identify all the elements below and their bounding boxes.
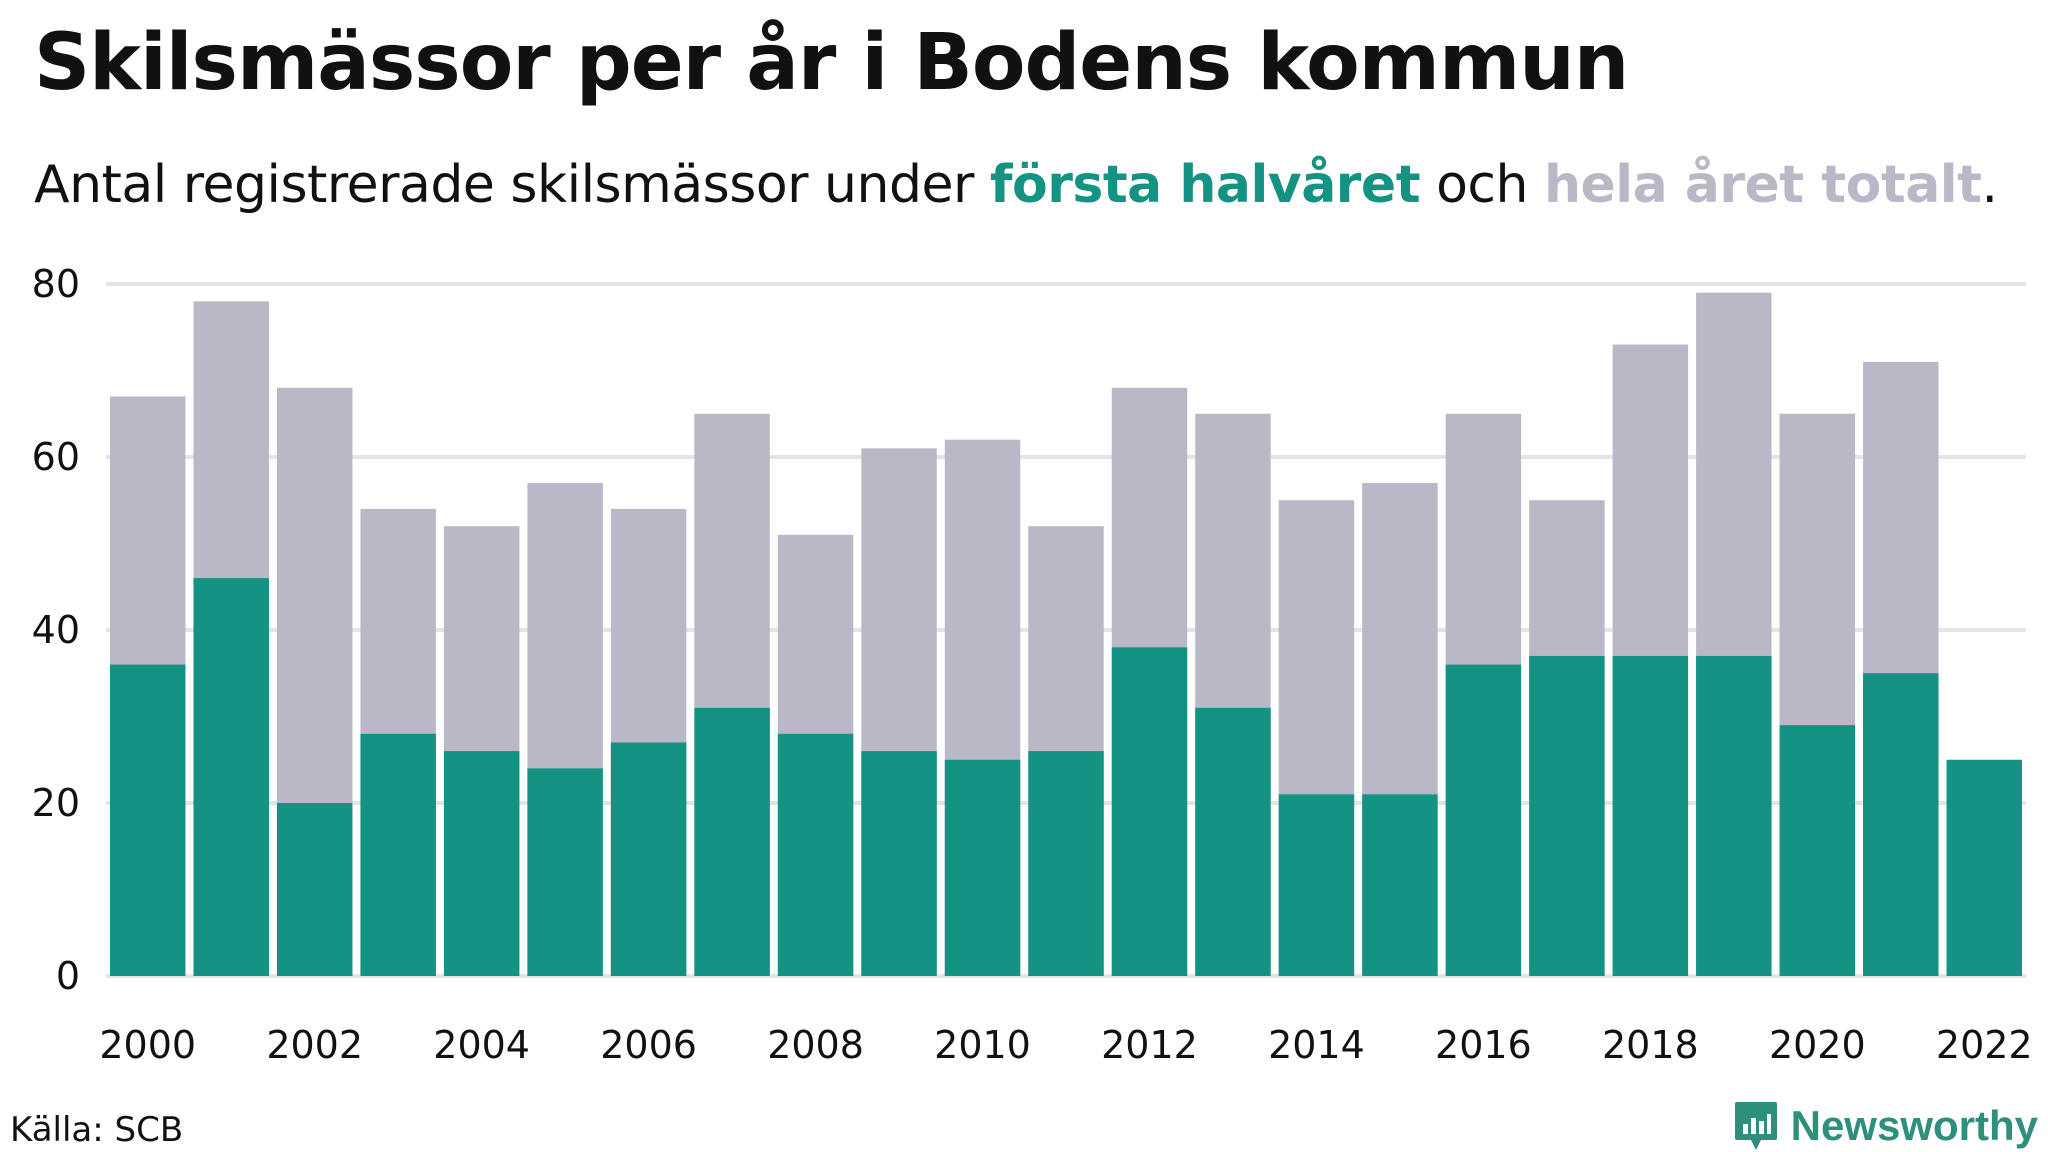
y-tick-label: 20 [32,781,80,825]
bar-first-half-2022 [1946,759,2022,976]
bar-first-half-2012 [1111,647,1188,976]
bar-first-half-2004 [443,751,520,976]
chart-subtitle: Antal registrerade skilsmässor under för… [34,155,1998,215]
x-tick-label: 2016 [1435,1023,1532,1067]
subtitle-suffix: . [1981,155,1998,215]
brand-name: Newsworthy [1790,1102,2038,1149]
first-half-bars [110,578,2022,976]
bar-first-half-2005 [527,768,603,976]
bar-first-half-2007 [694,707,770,976]
x-tick-label: 2014 [1268,1023,1365,1067]
x-tick-label: 2020 [1769,1023,1866,1067]
newsworthy-logo-icon [1734,1102,1777,1150]
x-tick-label: 2022 [1936,1023,2033,1067]
bar-first-half-2001 [193,578,269,976]
brand-logo[interactable]: Newsworthy [1733,1100,2038,1152]
bar-first-half-2017 [1529,655,1605,976]
x-axis-tick-labels: 2000 2002 2004 2006 2008 2010 2012 2014 2016 2018… [99,1023,2032,1067]
x-tick-label: 2004 [433,1023,530,1067]
y-tick-label: 60 [32,435,80,479]
bar-first-half-2009 [861,751,937,976]
bar-first-half-2016 [1445,664,1522,976]
bar-first-half-2010 [944,759,1021,976]
x-tick-label: 2000 [99,1023,196,1067]
bar-first-half-2018 [1612,655,1689,976]
bar-first-half-2013 [1195,707,1271,976]
y-tick-label: 0 [56,954,80,998]
bar-first-half-2003 [360,733,436,976]
x-tick-label: 2006 [600,1023,697,1067]
x-tick-label: 2018 [1602,1023,1699,1067]
bar-first-half-2015 [1362,794,1438,976]
bar-first-half-2020 [1779,725,1856,976]
bar-first-half-2000 [110,664,186,976]
bar-first-half-2002 [276,803,353,976]
x-tick-label: 2002 [266,1023,363,1067]
bar-first-half-2008 [777,733,854,976]
y-tick-label: 80 [32,262,80,306]
bar-first-half-2019 [1696,655,1772,976]
x-tick-label: 2010 [934,1023,1031,1067]
chart-title: Skilsmässor per år i Bodens kommun [34,18,1629,108]
source-label: Källa: SCB [10,1110,184,1150]
legend-full-year: hela året totalt [1543,155,1982,215]
subtitle-prefix: Antal registrerade skilsmässor under [34,155,990,215]
x-tick-label: 2012 [1101,1023,1198,1067]
y-axis-tick-labels: 0 20 40 60 80 [32,262,80,998]
x-tick-label: 2008 [767,1023,864,1067]
y-tick-label: 40 [32,608,80,652]
bar-first-half-2006 [610,742,687,976]
subtitle-middle: och [1420,155,1544,215]
bar-first-half-2021 [1863,673,1939,976]
bar-first-half-2014 [1278,794,1355,976]
legend-first-half: första halvåret [989,155,1421,215]
bar-first-half-2011 [1028,751,1104,976]
